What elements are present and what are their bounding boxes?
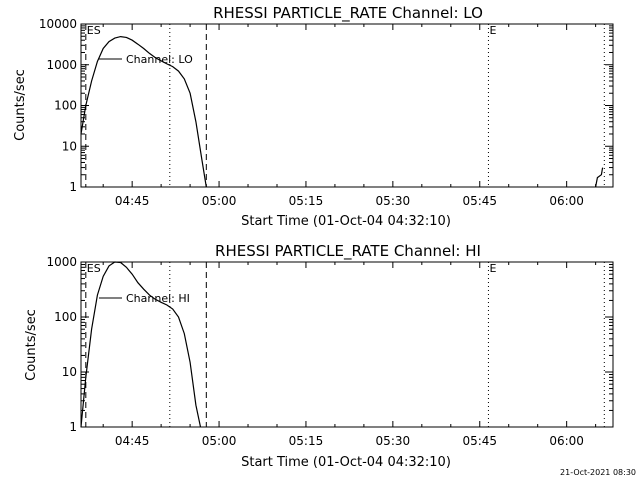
hi-series-line	[80, 261, 202, 428]
hi-y-tick-label: 100	[54, 310, 77, 324]
lo-plot-frame	[80, 23, 614, 188]
hi-marker-label: E	[489, 262, 496, 275]
lo-x-axis-label: Start Time (01-Oct-04 04:32:10)	[241, 214, 451, 229]
hi-y-axis-label: Counts/sec	[24, 309, 39, 381]
lo-x-tick-label: 05:45	[462, 194, 497, 208]
hi-x-axis-label: Start Time (01-Oct-04 04:32:10)	[241, 455, 451, 470]
lo-x-tick-label: 06:00	[549, 194, 584, 208]
lo-y-tick-label: 10000	[39, 17, 77, 31]
lo-axis-ticks: 04:45 05:00 05:15 05:30 05:45 06:00 1 10 100 1000…	[39, 17, 613, 208]
lo-x-tick-label: 04:45	[115, 194, 150, 208]
hi-marker-label: ES	[87, 262, 101, 275]
hi-legend-label: Channel: HI	[126, 292, 190, 305]
lo-x-tick-label: 05:15	[289, 194, 324, 208]
hi-channel-panel: RHESSI PARTICLE_RATE Channel: HI Counts/…	[24, 242, 614, 470]
hi-x-tick-label: 06:00	[549, 434, 584, 448]
lo-event-markers: ES E	[85, 24, 605, 187]
lo-x-tick-label: 05:00	[202, 194, 237, 208]
lo-marker-label: ES	[87, 24, 101, 37]
lo-series-line	[595, 167, 604, 188]
lo-y-axis-label: Counts/sec	[13, 69, 28, 141]
plot-timestamp: 21-Oct-2021 08:30	[560, 468, 636, 477]
lo-y-tick-label: 1000	[46, 58, 77, 72]
hi-x-tick-label: 05:00	[202, 434, 237, 448]
hi-chart-title: RHESSI PARTICLE_RATE Channel: HI	[215, 242, 481, 261]
lo-chart-title: RHESSI PARTICLE_RATE Channel: LO	[213, 4, 483, 23]
lo-marker-label: E	[489, 24, 496, 37]
lo-series	[80, 35, 604, 188]
hi-x-tick-label: 04:45	[115, 434, 150, 448]
hi-y-tick-label: 10	[62, 365, 77, 379]
lo-y-tick-label: 10	[62, 139, 77, 153]
hi-x-tick-label: 05:30	[376, 434, 411, 448]
hi-plot-frame	[80, 261, 614, 428]
lo-y-tick-label: 1	[69, 180, 77, 194]
hi-y-tick-label: 1000	[46, 255, 77, 269]
hi-y-tick-label: 1	[69, 420, 77, 434]
lo-x-tick-label: 05:30	[376, 194, 411, 208]
hi-series	[80, 261, 202, 428]
hi-axis-ticks: 04:45 05:00 05:15 05:30 05:45 06:00 1 10 100 1000	[46, 255, 613, 448]
lo-channel-panel: RHESSI PARTICLE_RATE Channel: LO Counts/…	[13, 4, 614, 229]
hi-x-tick-label: 05:15	[289, 434, 324, 448]
hi-event-markers: ES E	[85, 262, 605, 427]
lo-y-tick-label: 100	[54, 99, 77, 113]
lo-series-line	[80, 35, 207, 188]
hi-x-tick-label: 05:45	[462, 434, 497, 448]
lo-legend-label: Channel: LO	[126, 53, 193, 66]
